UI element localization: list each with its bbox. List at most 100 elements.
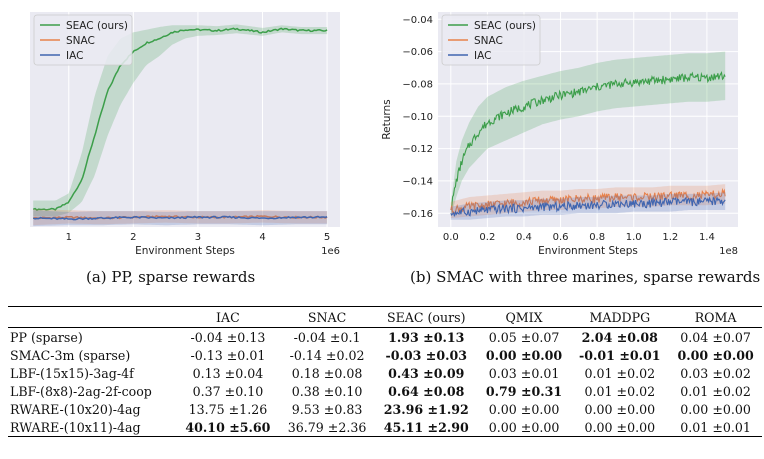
header-cell: IAC — [216, 310, 240, 325]
table-cell: 0.13 ±0.04 — [192, 365, 264, 381]
series-line-seac — [450, 71, 726, 211]
legend-label-snac: SNAC — [66, 35, 95, 47]
header-cell: MADDPG — [589, 310, 651, 325]
table-cell: 2.04 ±0.08 — [581, 329, 658, 345]
y-tick-label: −0.16 — [402, 209, 433, 220]
table-cell: 0.01 ±0.02 — [584, 383, 656, 399]
series-band-snac — [450, 184, 726, 219]
table-row: RWARE-(10x20)-4ag 13.75 ±1.26 9.53 ±0.83 23… — [8, 400, 762, 418]
table-row: PP (sparse) -0.04 ±0.13 -0.04 ±0.1 1.93 ±0.… — [8, 328, 762, 347]
table-cell: 36.79 ±2.36 — [287, 419, 367, 435]
table-cell: 0.03 ±0.01 — [488, 365, 560, 381]
table-cell: 0.64 ±0.08 — [388, 383, 465, 399]
y-tick-label: −0.08 — [402, 79, 433, 90]
table-cell: 0.18 ±0.08 — [291, 365, 363, 381]
x-tick-label: 4 — [259, 232, 265, 243]
table-cell: -0.01 ±0.01 — [579, 347, 661, 363]
x-axis-label: Environment Steps — [538, 245, 638, 257]
x-tick-label: 3 — [195, 232, 201, 243]
table-cell: 23.96 ±1.92 — [383, 401, 469, 417]
series-group — [450, 51, 726, 220]
table-cell: 0.43 ±0.09 — [388, 365, 465, 381]
row-label: RWARE-(10x20)-4ag — [10, 401, 141, 417]
legend: SEAC (ours) SNAC IAC — [441, 14, 541, 66]
header-cell: QMIX — [505, 310, 543, 325]
chart-panel-smac: 0.0 0.2 0.4 0.6 0.8 1.0 1.2 1.4 −0.04 −0.06 −0.08 −… — [380, 0, 764, 300]
table-cell: 0.05 ±0.07 — [488, 329, 560, 345]
table-cell: -0.14 ±0.02 — [289, 347, 365, 363]
series-line-snac — [450, 187, 726, 215]
row-label: LBF-(15x15)-3ag-4f — [10, 365, 134, 381]
legend: SEAC (ours) SNAC IAC — [33, 14, 133, 66]
x-tick-label: 2 — [130, 232, 136, 243]
series-line-seac — [32, 27, 328, 211]
x-tick-label: 1 — [66, 232, 72, 243]
legend-label-seac: SEAC (ours) — [66, 20, 128, 32]
legend-label-snac: SNAC — [474, 35, 503, 47]
series-band-seac — [450, 51, 726, 217]
legend-label-iac: IAC — [474, 50, 491, 62]
row-label: RWARE-(10x11)-4ag — [10, 419, 141, 435]
row-label: SMAC-3m (sparse) — [10, 347, 131, 363]
chart-panel-pp: 1 2 3 4 5 Environment Steps 1e6 SEAC (ours) SNAC… — [0, 0, 380, 300]
table-cell: -0.03 ±0.03 — [385, 347, 467, 363]
x-axis-label: Environment Steps — [135, 245, 235, 257]
x-tick-label: 1.4 — [699, 232, 715, 243]
chart-smac-3m-sparse: 0.0 0.2 0.4 0.6 0.8 1.0 1.2 1.4 −0.04 −0.06 −0.08 −… — [381, 12, 738, 257]
x-offset-text: 1e6 — [321, 246, 340, 257]
x-tick-label: 0.2 — [479, 232, 495, 243]
table-row: RWARE-(10x11)-4ag 40.10 ±5.60 36.79 ±2.36 4… — [8, 418, 762, 437]
table-cell: 0.01 ±0.01 — [680, 419, 751, 435]
table-cell: 40.10 ±5.60 — [185, 419, 271, 435]
table-cell: 13.75 ±1.26 — [188, 401, 268, 417]
table-row: LBF-(15x15)-3ag-4f 0.13 ±0.04 0.18 ±0.08 0.… — [8, 364, 762, 382]
header-row: IAC SNAC SEAC (ours) QMIX MADDPG ROMA — [8, 306, 762, 328]
table-cell: 0.37 ±0.10 — [192, 383, 264, 399]
table-cell: 0.00 ±0.00 — [488, 419, 560, 435]
y-tick-label: −0.10 — [402, 112, 433, 123]
table-cell: 0.00 ±0.00 — [680, 401, 751, 417]
caption-pp: (a) PP, sparse rewards — [86, 268, 256, 286]
table-cell: 0.38 ±0.10 — [291, 383, 363, 399]
table-cell: 0.03 ±0.02 — [680, 365, 751, 381]
table-cell: 0.01 ±0.02 — [584, 365, 656, 381]
series-band-seac — [33, 24, 328, 217]
header-cell: SEAC (ours) — [386, 310, 466, 325]
header-cell-blank — [8, 307, 176, 328]
table-row: SMAC-3m (sparse) -0.13 ±0.01 -0.14 ±0.02 -0… — [8, 346, 762, 364]
chart-pp-sparse: 1 2 3 4 5 Environment Steps 1e6 SEAC (ours) SNAC… — [30, 12, 340, 257]
header-cell: SNAC — [307, 310, 347, 325]
table-row: LBF-(8x8)-2ag-2f-coop 0.37 ±0.10 0.38 ±0.1… — [8, 382, 762, 400]
y-axis-label: Returns — [381, 99, 393, 139]
x-tick-label: 1.0 — [626, 232, 642, 243]
y-tick-label: −0.12 — [402, 144, 433, 155]
table-cell: 0.00 ±0.00 — [485, 347, 563, 363]
legend-label-seac: SEAC (ours) — [474, 20, 536, 32]
caption-smac: (b) SMAC with three marines, sparse rewa… — [410, 268, 761, 286]
y-tick-label: −0.14 — [402, 176, 433, 187]
results-table: IAC SNAC SEAC (ours) QMIX MADDPG ROMA PP (spa… — [8, 306, 762, 437]
table-cell: 45.11 ±2.90 — [383, 419, 469, 435]
series-group — [32, 24, 328, 227]
table-cell: 0.01 ±0.02 — [680, 383, 751, 399]
table-cell: 0.79 ±0.31 — [485, 383, 563, 399]
series-line-iac — [32, 215, 328, 221]
table-cell: -0.13 ±0.01 — [190, 347, 266, 363]
table-cell: 1.93 ±0.13 — [388, 329, 465, 345]
row-label: PP (sparse) — [10, 329, 83, 345]
legend-label-iac: IAC — [66, 50, 83, 62]
series-line-iac — [450, 196, 726, 217]
table-cell: 9.53 ±0.83 — [291, 401, 363, 417]
table-cell: 0.00 ±0.00 — [488, 401, 560, 417]
table-cell: 0.04 ±0.07 — [680, 329, 751, 345]
table-cell: -0.04 ±0.1 — [293, 329, 361, 345]
legend-box — [33, 14, 133, 66]
results-table-body: PP (sparse) -0.04 ±0.13 -0.04 ±0.1 1.93 ±0.… — [8, 328, 762, 437]
x-tick-label: 0.8 — [589, 232, 605, 243]
x-tick-label: 0.0 — [443, 232, 459, 243]
y-tick-label: −0.04 — [402, 15, 433, 26]
legend-box — [441, 14, 541, 66]
row-label: LBF-(8x8)-2ag-2f-coop — [10, 383, 152, 399]
results-table-header: IAC SNAC SEAC (ours) QMIX MADDPG ROMA — [8, 306, 762, 328]
table-cell: 0.00 ±0.00 — [584, 419, 656, 435]
